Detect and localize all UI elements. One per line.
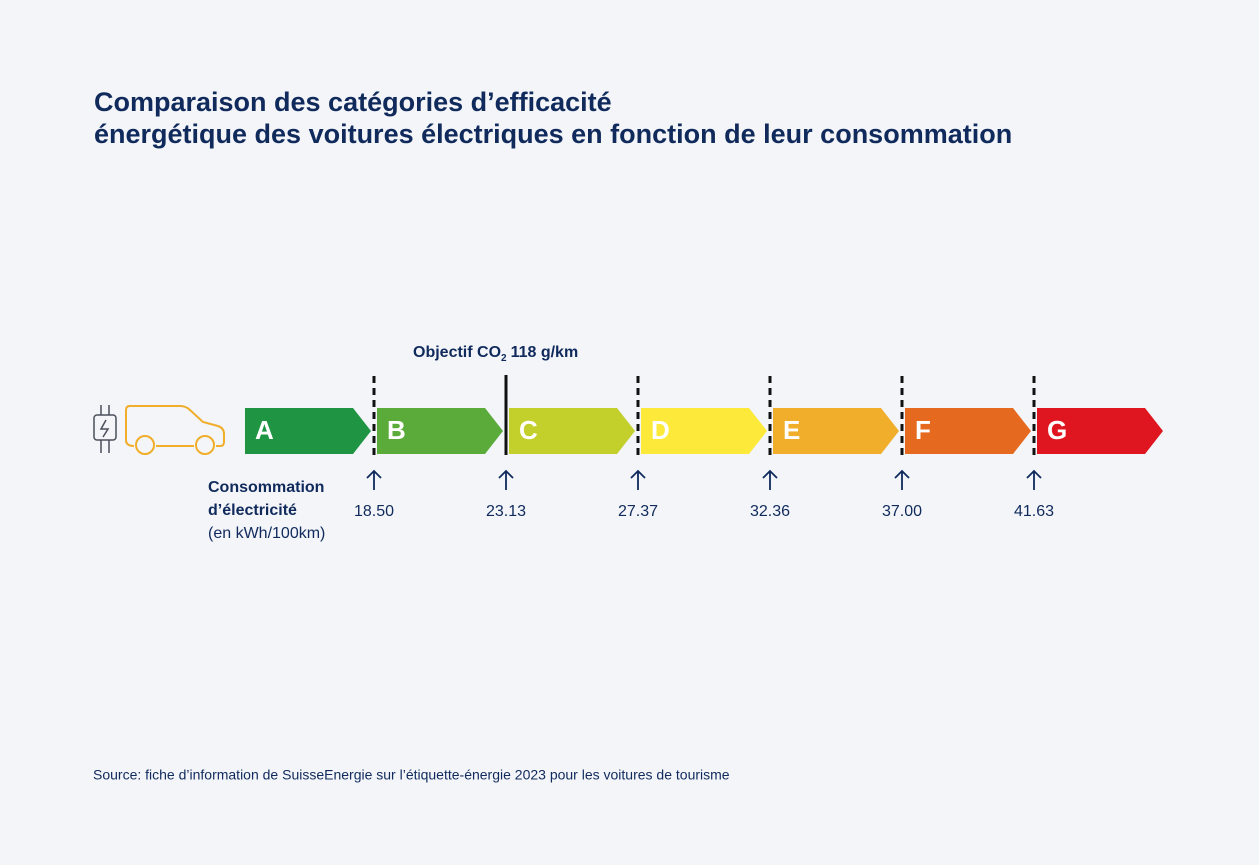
class-label: B: [387, 415, 406, 445]
class-label: D: [651, 415, 670, 445]
up-arrow: [366, 469, 382, 490]
threshold-value: 18.50: [354, 503, 394, 520]
class-arrow: [641, 408, 767, 454]
classes: A B C D E F G 18.50 23.13 27.37 32.36 37.00 41.63: [245, 375, 1163, 520]
threshold-value: 37.00: [882, 503, 922, 520]
class-arrow: [245, 408, 371, 454]
up-arrow: [498, 469, 514, 490]
axis-label: (en kWh/100km): [208, 525, 325, 542]
up-arrow: [1026, 469, 1042, 490]
class-label: F: [915, 415, 931, 445]
class-arrow: [773, 408, 899, 454]
objective-subscript: 2: [501, 353, 507, 364]
threshold-value: 32.36: [750, 503, 790, 520]
objective-label: Objectif CO2 118 g/km: [413, 344, 578, 363]
plug-icon: [93, 405, 117, 453]
class-label: C: [519, 415, 538, 445]
objective-suffix: 118 g/km: [511, 344, 579, 361]
class-label: E: [783, 415, 800, 445]
class-arrow: [905, 408, 1031, 454]
up-arrow: [894, 469, 910, 490]
class-arrow: [377, 408, 503, 454]
objective-prefix: Objectif CO: [413, 344, 501, 361]
title-line: Comparaison des catégories d’efficacité: [94, 87, 612, 117]
threshold-value: 41.63: [1014, 503, 1054, 520]
axis-label: d’électricité: [208, 502, 297, 519]
up-arrow: [762, 469, 778, 490]
class-arrow: [1037, 408, 1163, 454]
title-line: énergétique des voitures électriques en …: [94, 119, 1012, 149]
class-arrow: [509, 408, 635, 454]
threshold-value: 23.13: [486, 503, 526, 520]
class-label: A: [255, 415, 274, 445]
class-label: G: [1047, 415, 1067, 445]
car-icon: [125, 405, 225, 455]
up-arrow: [630, 469, 646, 490]
axis-label: Consommation: [208, 479, 324, 496]
threshold-value: 27.37: [618, 503, 658, 520]
source: Source: fiche d’information de SuisseEne…: [93, 767, 730, 783]
